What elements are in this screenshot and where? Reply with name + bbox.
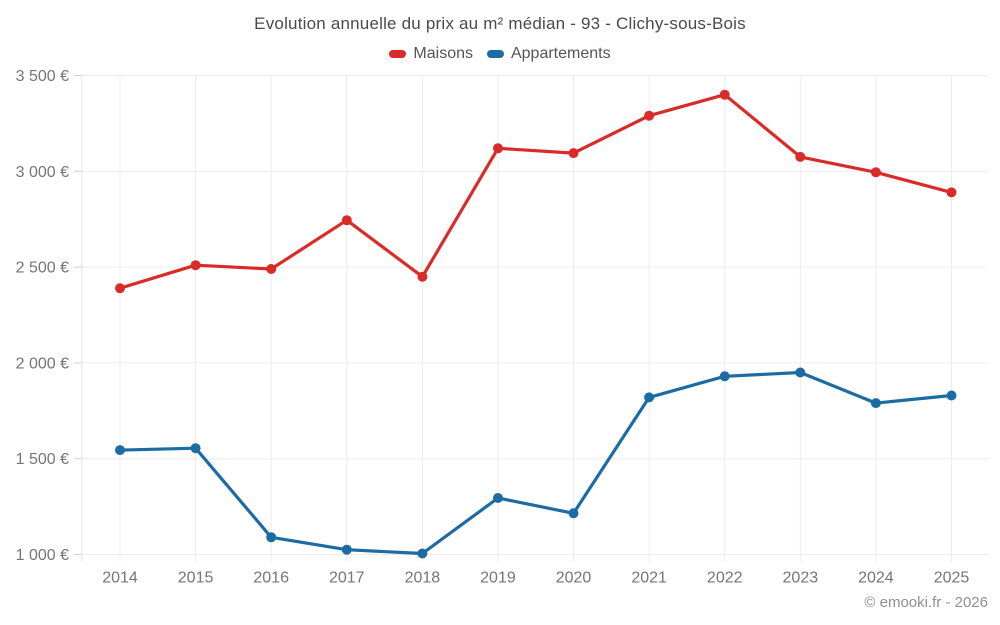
x-axis-tick-label: 2016 (253, 570, 289, 587)
appartements-point-2016[interactable] (266, 532, 277, 543)
maisons-line (118, 93, 954, 290)
x-axis-tick-label: 2014 (102, 570, 138, 587)
appartements-point-2019[interactable] (493, 493, 503, 503)
chart-title: Evolution annuelle du prix au m² médian … (254, 14, 746, 33)
x-axis-tick-label: 2017 (329, 570, 365, 587)
appartements-point-2014[interactable] (115, 445, 125, 456)
maisons-point-2020[interactable] (568, 148, 579, 159)
appartements-point-2025[interactable] (946, 390, 957, 401)
legend-item-appartements[interactable]: Appartements (486, 45, 611, 63)
x-axis-tick-label: 2019 (480, 570, 516, 587)
maisons-point-2022[interactable] (719, 89, 730, 100)
appartements-point-2020[interactable] (568, 508, 579, 519)
x-axis-tick-label: 2015 (178, 570, 214, 587)
maisons-point-2025[interactable] (946, 187, 957, 198)
x-axis-tick-label: 2025 (934, 570, 970, 587)
maisons-legend-marker-icon (389, 50, 407, 58)
appartements-legend-marker-icon (486, 50, 504, 58)
appartements-point-2017[interactable] (341, 544, 352, 555)
appartements-point-2022[interactable] (719, 371, 730, 382)
x-axis-tick-label: 2018 (405, 570, 441, 587)
maisons-point-2023[interactable] (795, 151, 806, 162)
y-axis-tick-label: 3 000 € (16, 164, 69, 181)
chart-legend: Maisons Appartements (0, 45, 1000, 63)
x-axis-tick-label: 2023 (783, 570, 819, 587)
x-axis-tick-label: 2021 (631, 570, 667, 587)
y-axis-tick-label: 2 500 € (16, 260, 69, 277)
x-axis-tick-label: 2024 (858, 570, 894, 587)
appartements-point-2024[interactable] (870, 398, 881, 409)
legend-label-maisons: Maisons (413, 45, 473, 62)
maisons-point-2016[interactable] (266, 264, 277, 274)
y-axis-tick-label: 2 000 € (16, 355, 69, 372)
y-axis-tick-label: 3 500 € (16, 68, 69, 85)
appartements-point-2015[interactable] (190, 443, 201, 454)
y-axis-tick-label: 1 000 € (16, 547, 69, 564)
maisons-point-2019[interactable] (493, 143, 503, 154)
appartements-point-2023[interactable] (795, 367, 806, 378)
maisons-point-2021[interactable] (644, 110, 655, 121)
y-axis-tick-label: 1 500 € (16, 451, 69, 468)
maisons-point-2014[interactable] (115, 283, 125, 294)
x-axis-tick-label: 2022 (707, 570, 743, 587)
legend-item-maisons[interactable]: Maisons (389, 45, 473, 63)
maisons-point-2017[interactable] (341, 215, 352, 226)
maisons-point-2018[interactable] (417, 271, 428, 282)
appartements-point-2021[interactable] (644, 392, 655, 403)
maisons-point-2015[interactable] (190, 260, 201, 271)
appartements-point-2018[interactable] (417, 548, 428, 559)
maisons-point-2024[interactable] (870, 167, 881, 178)
legend-label-appartements: Appartements (510, 45, 611, 62)
credit-text: © emooki.fr - 2026 (864, 594, 988, 611)
x-axis-tick-label: 2020 (556, 570, 592, 587)
appartements-line (118, 370, 954, 556)
